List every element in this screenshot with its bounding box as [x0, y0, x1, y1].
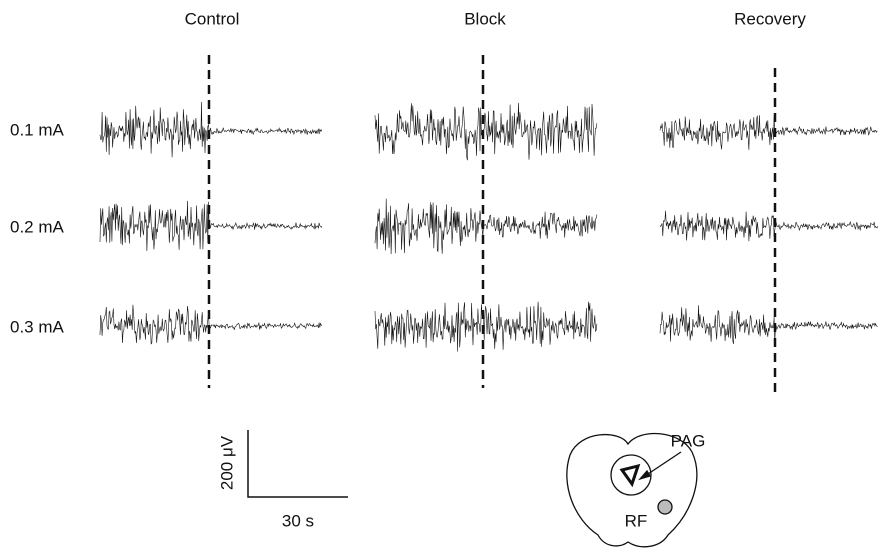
arrow-head: [638, 469, 651, 481]
time-label: 30 s: [282, 511, 314, 530]
trace: [374, 301, 598, 352]
trace: [659, 305, 878, 344]
row-label: 0.2 mA: [10, 217, 65, 236]
trace: [374, 102, 598, 161]
aqueduct: [619, 463, 641, 488]
rf-label: RF: [625, 511, 648, 530]
section-outline: [566, 432, 698, 548]
column-title: Recovery: [734, 9, 806, 28]
trace: [99, 200, 323, 252]
pag-outline: [610, 454, 652, 496]
row-label: 0.3 mA: [10, 317, 65, 336]
column-title: Control: [185, 9, 240, 28]
trace: [659, 210, 878, 242]
stimulus-markers: [207, 55, 777, 398]
column-title: Block: [464, 9, 506, 28]
rf-site: [657, 499, 673, 515]
row-label: 0.1 mA: [10, 120, 65, 139]
trace: [659, 115, 878, 150]
scale-lines: [247, 430, 348, 498]
traces: [99, 101, 878, 352]
trace: [99, 101, 323, 158]
pag-label: PAG: [671, 431, 706, 450]
trace: [99, 304, 323, 345]
brain-section: [566, 432, 698, 548]
trace: [374, 198, 598, 255]
voltage-label: 200 μV: [217, 435, 236, 490]
scale-bar: 200 μV 30 s: [217, 430, 348, 530]
